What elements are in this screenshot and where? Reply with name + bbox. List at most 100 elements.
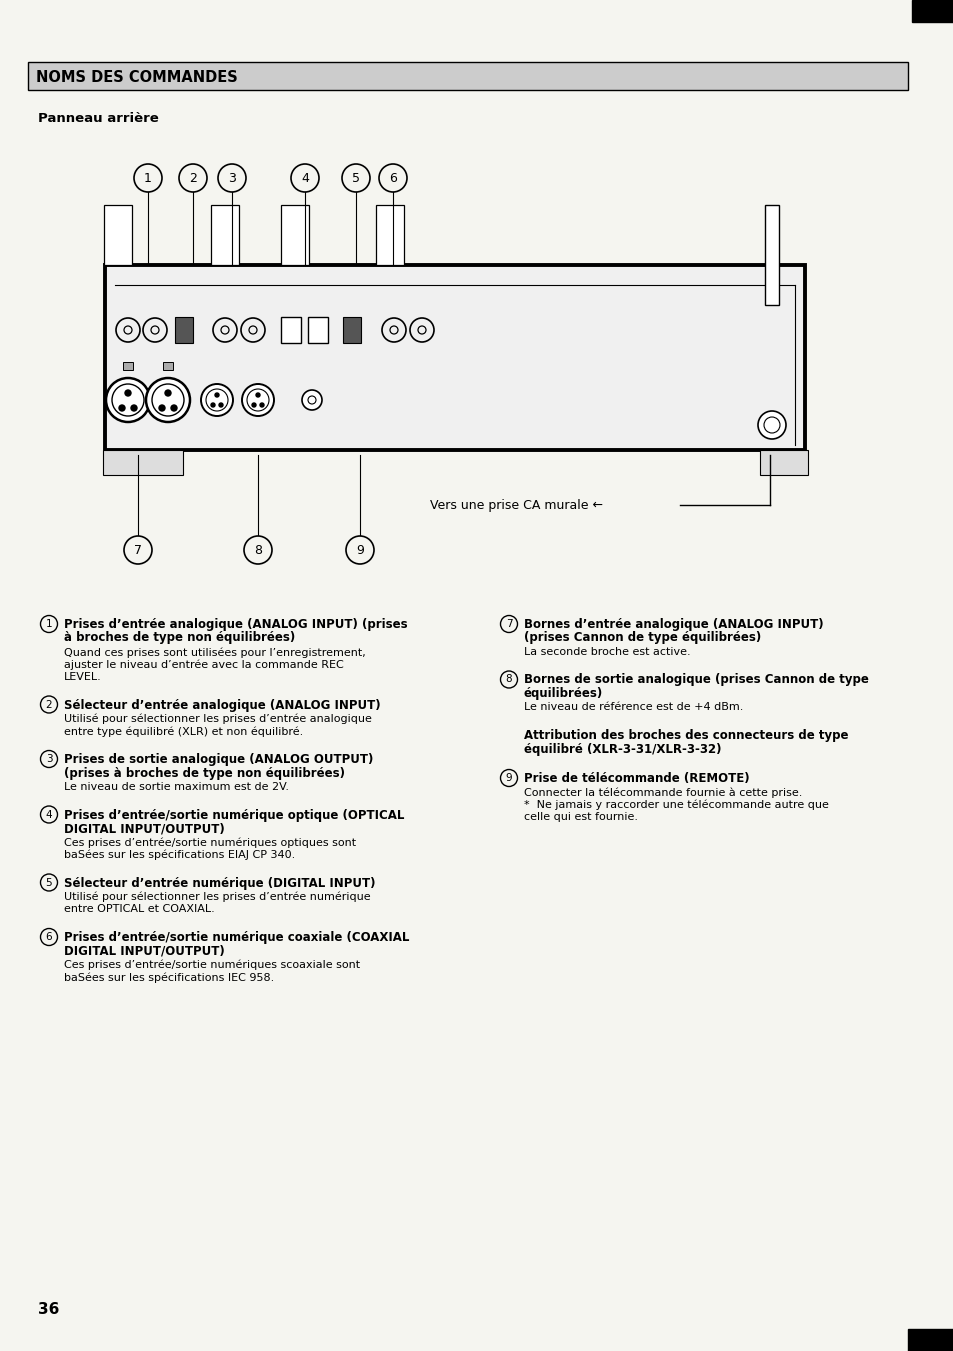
Circle shape xyxy=(758,411,785,439)
Text: 2: 2 xyxy=(46,700,52,709)
Text: Ces prises d’entrée/sortie numériques scoaxiale sont: Ces prises d’entrée/sortie numériques sc… xyxy=(64,961,359,970)
Circle shape xyxy=(124,536,152,563)
Bar xyxy=(281,317,301,343)
Circle shape xyxy=(260,403,264,407)
Circle shape xyxy=(131,405,137,411)
Text: 9: 9 xyxy=(505,773,512,784)
Text: baSées sur les spécifications IEC 958.: baSées sur les spécifications IEC 958. xyxy=(64,973,274,984)
Circle shape xyxy=(219,403,223,407)
Text: 5: 5 xyxy=(46,878,52,888)
Text: Attribution des broches des connecteurs de type: Attribution des broches des connecteurs … xyxy=(523,730,847,742)
Text: DIGITAL INPUT/OUTPUT): DIGITAL INPUT/OUTPUT) xyxy=(64,944,225,958)
Bar xyxy=(764,205,779,305)
Text: 2: 2 xyxy=(189,172,196,185)
Bar xyxy=(308,317,328,343)
Text: Sélecteur d’entrée numérique (DIGITAL INPUT): Sélecteur d’entrée numérique (DIGITAL IN… xyxy=(64,877,375,889)
Text: Vers une prise CA murale ←: Vers une prise CA murale ← xyxy=(430,499,602,512)
Circle shape xyxy=(171,405,177,411)
Text: Le niveau de référence est de +4 dBm.: Le niveau de référence est de +4 dBm. xyxy=(523,703,742,712)
Circle shape xyxy=(159,405,165,411)
Text: Connecter la télécommande fournie à cette prise.: Connecter la télécommande fournie à cett… xyxy=(523,788,801,798)
Text: 4: 4 xyxy=(46,809,52,820)
Text: Prises de sortie analogique (ANALOG OUTPUT): Prises de sortie analogique (ANALOG OUTP… xyxy=(64,753,373,766)
Text: 9: 9 xyxy=(355,543,363,557)
Text: Prises d’entrée/sortie numérique coaxiale (COAXIAL: Prises d’entrée/sortie numérique coaxial… xyxy=(64,931,409,944)
Text: 1: 1 xyxy=(144,172,152,185)
Circle shape xyxy=(165,390,171,396)
Circle shape xyxy=(119,405,125,411)
Bar xyxy=(907,1329,953,1351)
Circle shape xyxy=(125,390,131,396)
Bar xyxy=(211,205,239,265)
Circle shape xyxy=(179,163,207,192)
Text: Panneau arrière: Panneau arrière xyxy=(38,112,158,126)
Text: (prises à broches de type non équilibrées): (prises à broches de type non équilibrée… xyxy=(64,766,345,780)
Circle shape xyxy=(211,403,214,407)
Circle shape xyxy=(106,378,150,422)
Bar xyxy=(104,205,132,265)
Text: équilibrées): équilibrées) xyxy=(523,688,602,700)
Text: 8: 8 xyxy=(253,543,262,557)
Circle shape xyxy=(341,163,370,192)
Circle shape xyxy=(218,163,246,192)
Circle shape xyxy=(346,536,374,563)
Circle shape xyxy=(146,378,190,422)
Circle shape xyxy=(252,403,255,407)
Bar xyxy=(760,450,807,476)
Text: Prises d’entrée/sortie numérique optique (OPTICAL: Prises d’entrée/sortie numérique optique… xyxy=(64,808,404,821)
Text: 3: 3 xyxy=(228,172,235,185)
Text: 8: 8 xyxy=(505,674,512,685)
Text: DIGITAL INPUT/OUTPUT): DIGITAL INPUT/OUTPUT) xyxy=(64,821,225,835)
Text: Ces prises d’entrée/sortie numériques optiques sont: Ces prises d’entrée/sortie numériques op… xyxy=(64,838,355,848)
Text: 1: 1 xyxy=(46,619,52,630)
Text: Utilisé pour sélectionner les prises d’entrée analogique: Utilisé pour sélectionner les prises d’e… xyxy=(64,713,372,724)
Circle shape xyxy=(291,163,318,192)
Bar xyxy=(163,362,172,370)
Text: Utilisé pour sélectionner les prises d’entrée numérique: Utilisé pour sélectionner les prises d’e… xyxy=(64,892,370,902)
Circle shape xyxy=(255,393,260,397)
Text: entre OPTICAL et COAXIAL.: entre OPTICAL et COAXIAL. xyxy=(64,905,214,915)
Text: entre type équilibré (XLR) et non équilibré.: entre type équilibré (XLR) et non équili… xyxy=(64,727,303,738)
Text: à broches de type non équilibrées): à broches de type non équilibrées) xyxy=(64,631,294,644)
Text: Bornes de sortie analogique (prises Cannon de type: Bornes de sortie analogique (prises Cann… xyxy=(523,674,868,686)
Bar xyxy=(911,0,953,22)
Text: 36: 36 xyxy=(38,1302,59,1317)
Circle shape xyxy=(378,163,407,192)
Text: Prise de télécommande (REMOTE): Prise de télécommande (REMOTE) xyxy=(523,771,749,785)
Bar xyxy=(281,205,309,265)
Text: La seconde broche est active.: La seconde broche est active. xyxy=(523,647,690,657)
Text: LEVEL.: LEVEL. xyxy=(64,671,102,682)
Text: (prises Cannon de type équilibrées): (prises Cannon de type équilibrées) xyxy=(523,631,760,644)
Circle shape xyxy=(133,163,162,192)
Circle shape xyxy=(201,384,233,416)
Text: Le niveau de sortie maximum est de 2V.: Le niveau de sortie maximum est de 2V. xyxy=(64,782,289,792)
Bar xyxy=(343,317,360,343)
Text: Prises d’entrée analogique (ANALOG INPUT) (prises: Prises d’entrée analogique (ANALOG INPUT… xyxy=(64,617,407,631)
Text: celle qui est fournie.: celle qui est fournie. xyxy=(523,812,638,823)
Bar xyxy=(105,265,804,450)
Text: 7: 7 xyxy=(505,619,512,630)
Bar xyxy=(375,205,403,265)
Text: baSées sur les spécifications EIAJ CP 340.: baSées sur les spécifications EIAJ CP 34… xyxy=(64,850,294,861)
Circle shape xyxy=(302,390,322,409)
Circle shape xyxy=(244,536,272,563)
Text: Quand ces prises sont utilisées pour l’enregistrement,: Quand ces prises sont utilisées pour l’e… xyxy=(64,647,365,658)
Circle shape xyxy=(242,384,274,416)
Text: 4: 4 xyxy=(301,172,309,185)
Bar xyxy=(123,362,132,370)
Text: Bornes d’entrée analogique (ANALOG INPUT): Bornes d’entrée analogique (ANALOG INPUT… xyxy=(523,617,822,631)
Text: NOMS DES COMMANDES: NOMS DES COMMANDES xyxy=(36,69,237,85)
Bar xyxy=(174,317,193,343)
Text: 6: 6 xyxy=(389,172,396,185)
Text: ajuster le niveau d’entrée avec la commande REC: ajuster le niveau d’entrée avec la comma… xyxy=(64,659,343,670)
Bar xyxy=(28,62,907,91)
Text: 6: 6 xyxy=(46,932,52,942)
Text: 7: 7 xyxy=(133,543,142,557)
Text: 3: 3 xyxy=(46,754,52,765)
Circle shape xyxy=(214,393,219,397)
Text: équilibré (XLR-3-31/XLR-3-32): équilibré (XLR-3-31/XLR-3-32) xyxy=(523,743,720,755)
Text: *  Ne jamais y raccorder une télécommande autre que: * Ne jamais y raccorder une télécommande… xyxy=(523,800,828,811)
Text: 5: 5 xyxy=(352,172,359,185)
Text: Sélecteur d’entrée analogique (ANALOG INPUT): Sélecteur d’entrée analogique (ANALOG IN… xyxy=(64,698,380,712)
Bar xyxy=(103,450,183,476)
